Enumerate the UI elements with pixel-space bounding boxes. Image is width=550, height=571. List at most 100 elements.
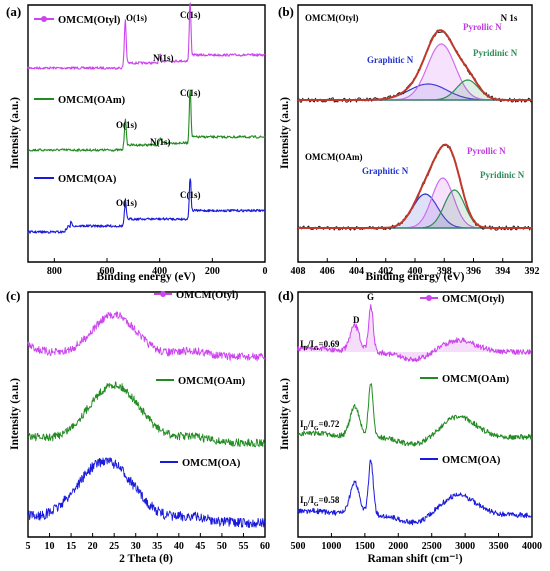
panel-d-xlabel: Raman shift (cm⁻¹) (367, 553, 462, 565)
x-tick-label: 0 (263, 266, 268, 277)
curve-oam-c (27, 381, 266, 448)
peak-label-n1s-otyl: N(1s) (153, 53, 174, 63)
panel-c-curves (27, 311, 266, 529)
x-tick-label: 396 (466, 266, 481, 277)
ratio-label-oam: ID/IG=0.72 (300, 419, 340, 432)
x-tick-label: 35 (152, 541, 162, 552)
legend-marker-otyl-a (41, 16, 47, 22)
peak-label-c1s-otyl: C(1s) (180, 10, 201, 20)
panel-d-ylabel: Intensity (a.u.) (279, 378, 291, 450)
panel-b-xlabel: Binding energy (eV) (365, 271, 464, 283)
legend-marker-otyl-c (160, 291, 166, 297)
fit-envelope-otyl (298, 29, 532, 101)
x-tick-label: 398 (437, 266, 452, 277)
curve-otyl-c (27, 311, 266, 362)
panel-d-letter: (d) (278, 288, 294, 303)
curve-otyl-d (297, 304, 533, 363)
x-tick-label: 402 (378, 266, 393, 277)
band-label-g: G (367, 292, 374, 302)
x-tick-label: 800 (47, 266, 62, 277)
panel-c-legend-otyl: OMCM(Otyl) (176, 290, 239, 301)
panel-d-legend-oa: OMCM(OA) (442, 455, 501, 466)
x-tick-label: 500 (291, 541, 306, 552)
panel-a-x-ticks: 800 600 400 200 0 (47, 258, 268, 277)
x-tick-label: 40 (174, 541, 184, 552)
peak-label-n1s-oam: N(1s) (150, 137, 171, 147)
peak-label-c1s-oa: C(1s) (180, 190, 201, 200)
x-tick-label: 45 (195, 541, 205, 552)
panel-d: 500 1000 1500 2000 2500 3000 3500 4000 (d) Rama… (278, 288, 542, 565)
peak-label-o1s-oa: O(1s) (116, 198, 137, 208)
ratio-label-otyl: ID/IG=0.69 (300, 339, 340, 352)
label-pyrollic-otyl: Pyrollic N (463, 22, 502, 32)
x-tick-label: 15 (66, 541, 76, 552)
x-tick-label: 1500 (355, 541, 375, 552)
panel-d-legend-oam: OMCM(OAm) (442, 374, 510, 385)
x-tick-label: 60 (260, 541, 270, 552)
panel-c-xlabel: 2 Theta (θ) (119, 553, 173, 565)
x-tick-label: 2000 (388, 541, 408, 552)
curve-oam-a (27, 89, 266, 152)
component-graphitic-oam (298, 193, 532, 229)
fit-envelope-oam (298, 143, 532, 229)
curve-oa-c (27, 457, 266, 529)
panel-b-title: N 1s (501, 13, 518, 23)
panel-d-curves (297, 304, 533, 526)
panel-c-legend-oam: OMCM(OAm) (178, 376, 246, 387)
x-tick-label: 4000 (522, 541, 542, 552)
curve-oam-d (297, 383, 533, 447)
x-tick-label: 25 (109, 541, 119, 552)
label-graphitic-otyl: Graphitic N (367, 55, 414, 65)
label-pyridinic-oam: Pyridinic N (480, 170, 525, 180)
panel-d-x-ticks: 500 1000 1500 2000 2500 3000 3500 4000 (291, 533, 542, 552)
x-tick-label: 5 (26, 541, 31, 552)
x-tick-label: 404 (349, 266, 364, 277)
label-pyrollic-oam: Pyrollic N (467, 146, 506, 156)
x-tick-label: 400 (152, 266, 167, 277)
curve-otyl-d-fill (298, 304, 532, 362)
panel-d-legend-otyl: OMCM(Otyl) (442, 294, 505, 305)
x-tick-label: 3500 (489, 541, 509, 552)
panel-c-legend-oa: OMCM(OA) (182, 458, 241, 469)
panel-a-frame (27, 4, 266, 263)
x-tick-label: 200 (205, 266, 220, 277)
panel-a-curves (27, 2, 266, 234)
x-tick-label: 3000 (455, 541, 475, 552)
x-tick-label: 406 (320, 266, 335, 277)
panel-b-sample-oam: OMCM(OAm) (305, 152, 362, 162)
panel-c-ylabel: Intensity (a.u.) (9, 378, 21, 450)
panel-b-sample-otyl: OMCM(Otyl) (305, 13, 358, 23)
panel-a-legend-otyl: OMCM(Otyl) (58, 15, 121, 26)
x-tick-label: 394 (495, 266, 510, 277)
panel-c-x-ticks: 5 10 15 20 25 30 35 40 45 50 55 60 (26, 533, 270, 552)
curve-oa-d (297, 459, 533, 526)
x-tick-label: 392 (525, 266, 540, 277)
panel-b-curves (297, 29, 533, 231)
panel-c: 5 10 15 20 25 30 35 40 45 50 55 60 (c) 2 Theta (θ) … (6, 288, 270, 565)
panel-b-x-ticks: 408 406 404 402 400 398 396 394 392 (291, 258, 540, 277)
x-tick-label: 2500 (422, 541, 442, 552)
panel-a-legend-oa: OMCM(OA) (58, 174, 117, 185)
legend-marker-otyl-d (426, 295, 432, 301)
peak-label-o1s-otyl: O(1s) (126, 13, 147, 23)
panel-a-xlabel: Binding energy (eV) (96, 271, 195, 283)
x-tick-label: 600 (100, 266, 115, 277)
x-tick-label: 20 (88, 541, 98, 552)
ratio-label-oa: ID/IG=0.58 (300, 495, 340, 508)
x-tick-label: 30 (131, 541, 141, 552)
x-tick-label: 55 (238, 541, 248, 552)
x-tick-label: 408 (291, 266, 306, 277)
peak-label-c1s-oam: C(1s) (180, 88, 201, 98)
panel-a-letter: (a) (6, 4, 21, 19)
label-graphitic-oam: Graphitic N (362, 166, 409, 176)
panel-c-letter: (c) (6, 288, 20, 303)
curve-oa-a (27, 178, 266, 234)
panel-a: 800 600 400 200 0 (a) Binding energy (eV) In… (6, 2, 268, 283)
panel-b-ylabel: Intensity (a.u.) (279, 97, 291, 169)
panel-b-letter: (b) (278, 4, 294, 19)
panel-a-ylabel: Intensity (a.u.) (9, 97, 21, 169)
label-pyridinic-otyl: Pyridinic N (473, 48, 518, 58)
band-label-d: D (353, 315, 360, 325)
panel-b: 408 406 404 402 400 398 396 394 392 (b) Binding … (278, 4, 540, 283)
